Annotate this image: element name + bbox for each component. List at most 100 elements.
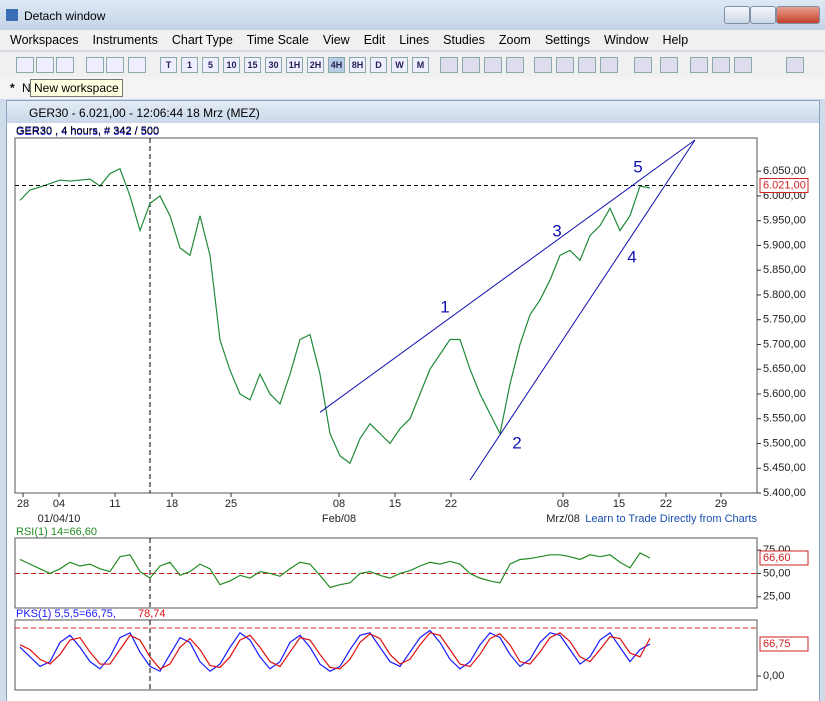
tool-button[interactable] bbox=[690, 57, 708, 73]
tool-button[interactable] bbox=[106, 57, 124, 73]
tool-button[interactable] bbox=[712, 57, 730, 73]
y-tick-label: 50,00 bbox=[763, 567, 791, 579]
menu-item[interactable]: Help bbox=[662, 33, 689, 47]
y-tick-label: 5.750,00 bbox=[763, 314, 806, 326]
y-tick-label: 5.450,00 bbox=[763, 462, 806, 474]
timeframe-button[interactable]: 1 bbox=[181, 57, 198, 73]
menu-item[interactable]: View bbox=[322, 33, 350, 47]
panel-title-suffix: 78,74 bbox=[138, 608, 166, 620]
last-value-label: 66,60 bbox=[763, 552, 791, 564]
menu-item[interactable]: Time Scale bbox=[246, 33, 309, 47]
y-tick-label: 5.600,00 bbox=[763, 388, 806, 400]
tool-button[interactable] bbox=[506, 57, 524, 73]
x-tick-label: 18 bbox=[166, 498, 178, 510]
y-tick-label: 25,00 bbox=[763, 591, 791, 603]
y-tick-label: 6.050,00 bbox=[763, 165, 806, 177]
trendline bbox=[319, 139, 696, 413]
link[interactable]: Learn to Trade Directly from Charts bbox=[585, 513, 757, 525]
tool-button[interactable] bbox=[534, 57, 552, 73]
x-tick-label: 22 bbox=[445, 498, 457, 510]
timeframe-button[interactable]: 5 bbox=[202, 57, 219, 73]
menu-item[interactable]: Studies bbox=[443, 33, 485, 47]
x-tick-label: 08 bbox=[333, 498, 345, 510]
title-bar: Detach window bbox=[0, 0, 825, 30]
timeframe-button[interactable]: 2H bbox=[307, 57, 324, 73]
menu-item[interactable]: Edit bbox=[363, 33, 386, 47]
y-tick-label: 5.650,00 bbox=[763, 363, 806, 375]
y-tick-label: 5.850,00 bbox=[763, 264, 806, 276]
timeframe-button[interactable]: 15 bbox=[244, 57, 261, 73]
period-label: Feb/08 bbox=[322, 513, 356, 525]
series-line bbox=[19, 632, 651, 670]
app-icon bbox=[6, 9, 18, 21]
menu-item[interactable]: Zoom bbox=[498, 33, 531, 47]
maximize[interactable] bbox=[750, 6, 776, 24]
timeframe-button[interactable]: 10 bbox=[223, 57, 240, 73]
toolbar: T 1 5 10 15 30 1H 2H 4H 8H D W M bbox=[0, 51, 825, 77]
tool-button[interactable] bbox=[578, 57, 596, 73]
timeframe-button[interactable]: 8H bbox=[349, 57, 366, 73]
wave-label: 1 bbox=[440, 297, 449, 316]
tool-button[interactable] bbox=[128, 57, 146, 73]
timeframe-button[interactable]: 1H bbox=[286, 57, 303, 73]
timeframe-button[interactable]: T bbox=[160, 57, 177, 73]
last-value-box bbox=[759, 550, 809, 566]
tool-button[interactable] bbox=[634, 57, 652, 73]
tool-button[interactable] bbox=[36, 57, 54, 73]
x-tick-label: 08 bbox=[557, 498, 569, 510]
timeframe-button[interactable]: 30 bbox=[265, 57, 282, 73]
tab-star: * bbox=[10, 81, 15, 95]
panel-title: PKS(1) 5,5,5=66,75, bbox=[16, 608, 116, 620]
tool-button[interactable] bbox=[462, 57, 480, 73]
menu-item[interactable]: Workspaces bbox=[10, 33, 79, 47]
wave-label: 2 bbox=[512, 433, 521, 452]
tool-button[interactable] bbox=[484, 57, 502, 73]
tool-button[interactable] bbox=[660, 57, 678, 73]
menu-item[interactable]: Window bbox=[603, 33, 649, 47]
y-tick-label: 5.550,00 bbox=[763, 413, 806, 425]
tab[interactable]: N bbox=[22, 81, 31, 95]
menu-item[interactable]: Chart Type bbox=[171, 33, 233, 47]
x-tick-label: 29 bbox=[715, 498, 727, 510]
chart-window-title: GER30 - 6.021,00 - 12:06:44 18 Mrz (MEZ) bbox=[29, 106, 260, 120]
tool-button[interactable] bbox=[16, 57, 34, 73]
menu-item[interactable]: Instruments bbox=[92, 33, 158, 47]
panel-title: RSI(1) 14=66,60 bbox=[16, 526, 97, 538]
timeframe-button[interactable]: M bbox=[412, 57, 429, 73]
y-tick-label: 5.950,00 bbox=[763, 215, 806, 227]
panel-title: GER30 , 4 hours, # 342 / 500 bbox=[16, 126, 159, 138]
series-line bbox=[19, 167, 651, 465]
timeframe-button[interactable]: D bbox=[370, 57, 387, 73]
timeframe-button[interactable]: 4H bbox=[328, 57, 345, 73]
y-tick-label: 5.400,00 bbox=[763, 487, 806, 499]
period-label: 01/04/10 bbox=[38, 513, 81, 525]
y-tick-label: 5.800,00 bbox=[763, 289, 806, 301]
tool-button[interactable] bbox=[734, 57, 752, 73]
x-tick-label: 22 bbox=[660, 498, 672, 510]
tool-button[interactable] bbox=[556, 57, 574, 73]
close[interactable] bbox=[776, 6, 820, 24]
tool-button[interactable] bbox=[86, 57, 104, 73]
timeframe-button[interactable]: W bbox=[391, 57, 408, 73]
x-tick-label: 28 bbox=[17, 498, 29, 510]
wave-label: 4 bbox=[627, 247, 636, 266]
tool-button[interactable] bbox=[56, 57, 74, 73]
last-value-box bbox=[759, 178, 809, 194]
chart-title-bar: GER30 - 6.021,00 - 12:06:44 18 Mrz (MEZ) bbox=[7, 101, 819, 123]
tool-button[interactable] bbox=[786, 57, 804, 73]
y-tick-label: 5.500,00 bbox=[763, 437, 806, 449]
tab-row: * N New workspace bbox=[0, 77, 825, 99]
menu-item[interactable]: Lines bbox=[399, 33, 430, 47]
y-tick-label: 5.700,00 bbox=[763, 338, 806, 350]
menu-item[interactable]: Settings bbox=[544, 33, 590, 47]
window-title: Detach window bbox=[24, 9, 106, 23]
y-tick-label: 5.900,00 bbox=[763, 239, 806, 251]
tool-button[interactable] bbox=[600, 57, 618, 73]
tool-button[interactable] bbox=[440, 57, 458, 73]
tooltip: New workspace bbox=[30, 79, 123, 97]
series-line bbox=[19, 552, 651, 589]
x-tick-label: 11 bbox=[109, 498, 120, 510]
wave-label: 3 bbox=[552, 221, 561, 240]
minimize[interactable] bbox=[724, 6, 750, 24]
